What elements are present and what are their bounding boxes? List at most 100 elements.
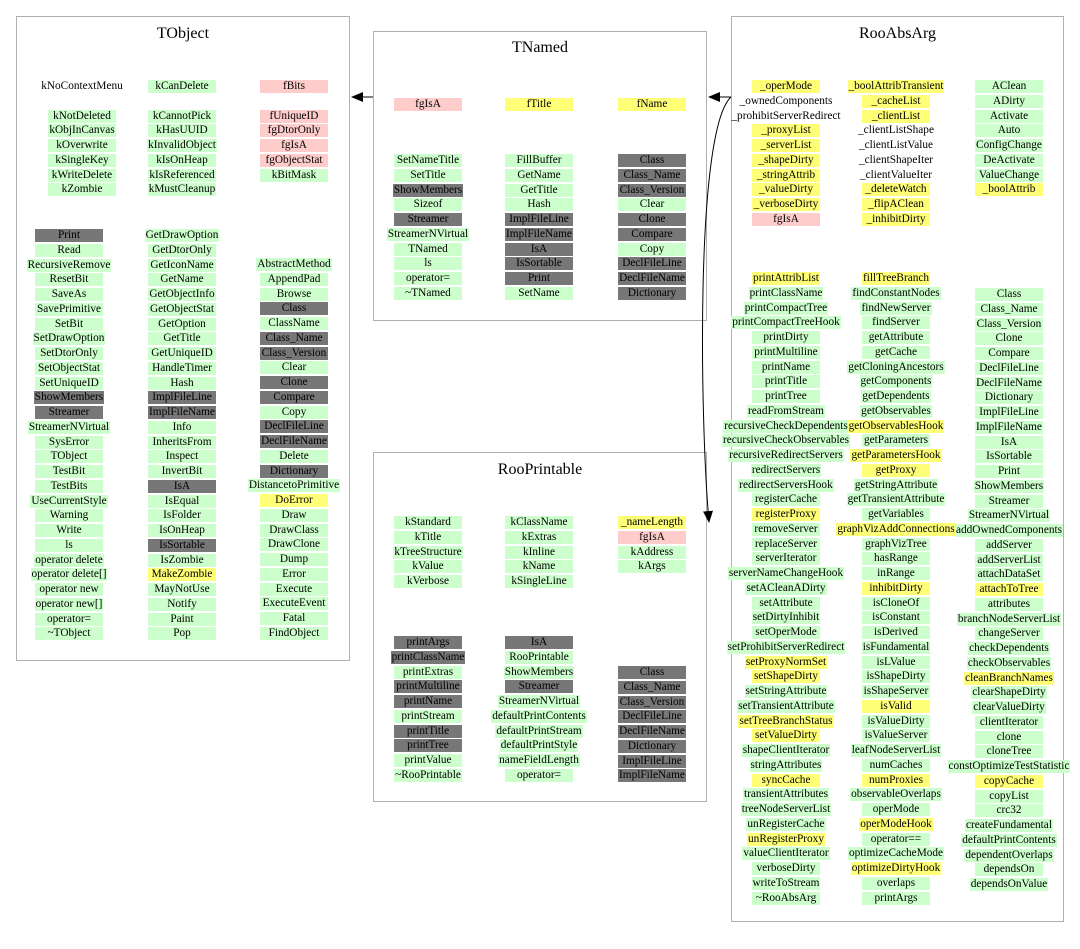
inherit-arrow-rooabsarg-rooprintable [701,96,732,523]
member-item: AbstractMethod [256,258,332,271]
member-item: setProxyNormSet [744,655,828,669]
member-item: graphVizTree [862,537,930,551]
member-item: defaultPrintStyle [499,739,579,753]
member-item: Clear [618,198,686,212]
member-item: operMode [862,803,930,816]
member-item: isLValue [862,655,930,669]
member-item: _clientValueIter [859,168,933,181]
member-item: createFundamental [965,819,1053,832]
tobject-member-column: kCanDelete kCannotPick kHasUUID kInvalidObj… [82,80,282,198]
member-item: findNewServer [860,301,932,315]
member-item: kAddress [618,545,686,559]
member-item: kIsReferenced [148,168,216,182]
member-item: fgDtorOnly [260,124,328,138]
member-item: clone [975,730,1043,744]
member-item: kArgs [618,560,686,574]
member-item: Streamer [394,213,462,226]
member-item: isCloneOf [862,596,930,610]
member-item: Class_Version [618,183,686,197]
member-item: getCache [862,345,930,359]
member-item: setAttribute [752,596,820,610]
member-item: fTitle [505,98,573,111]
member-item: MayNotUse [148,583,216,596]
member-item: _cacheList [862,94,930,108]
rooabsarg-member-column: _boolAttribTransient _cacheList _clientLis… [796,80,996,228]
member-item: ImplFileLine [618,754,686,768]
tobject-member-column: kNoContextMenu kNotDeleted kObjInCanvas kOv… [0,80,182,198]
member-item: kInline [505,545,573,559]
member-item: copyList [975,789,1043,803]
member-item: getParameters [862,434,930,448]
member-item: InvertBit [148,465,216,478]
member-item: kTitle [394,530,462,544]
member-item: kSingleKey [48,153,116,167]
member-item: recursiveCheckObservables [721,434,851,448]
tobject-member-column: Print Read RecursiveRemove ResetBit SaveAs Sa… [0,229,169,642]
member-item: attachToTree [975,583,1043,596]
member-item: _prohibitServerRedirect [731,109,841,122]
member-item: recursiveCheckDependents [723,419,849,433]
member-item: GetTitle [505,183,573,197]
member-item: removeServer [752,522,820,536]
member-item: Class_Version [260,346,328,360]
member-item: Streamer [505,680,573,694]
member-item: IsFolder [148,509,216,523]
tnamed-member-column: fTitle [439,98,639,113]
member-item: Paint [148,612,216,626]
member-item: ResetBit [35,273,103,287]
member-item: constOptimizeTestStatistic [947,760,1071,773]
member-item: ls [35,538,103,552]
member-item: ExecuteEvent [260,597,328,611]
tnamed-member-column: FillBuffer GetName GetTitle Hash ImplFileLin… [439,154,639,302]
member-item: ShowMembers [392,183,464,197]
member-item: TestBits [35,479,103,493]
member-item: operator delete[] [30,568,108,582]
member-item: operator delete [34,553,104,567]
member-item: graphVizAddConnections [836,522,956,536]
member-item: setProhibitServerRedirect [726,640,846,654]
member-item: _operMode [752,80,820,93]
member-item: _clientListShape [858,124,934,137]
member-item: IsSortable [148,538,216,552]
member-item: inRange [862,567,930,580]
member-item: Sizeof [394,198,462,212]
member-item: getCloningAncestors [847,360,945,374]
member-item: SaveAs [35,288,103,301]
member-item: ~TObject [35,627,103,641]
member-item: Dictionary [260,464,328,478]
member-item: Clone [618,213,686,226]
member-item: printTitle [394,724,462,738]
member-item: unRegisterProxy [747,832,825,846]
member-item: GetUniqueID [148,347,216,360]
member-item: Class_Name [618,680,686,694]
member-item: Dictionary [618,739,686,753]
rooabsarg-member-column: printAttribList printClassName printCompac… [686,272,886,906]
member-item: Auto [975,124,1043,138]
member-item: StreamerNVirtual [27,420,111,434]
member-item: overlaps [862,876,930,890]
member-item: shapeClientIterator [741,744,831,757]
member-item: Print [505,272,573,285]
member-item: DeclFileLine [618,710,686,724]
member-item: redirectServersHook [738,478,834,492]
member-item: kInvalidObject [147,139,217,152]
member-item: Hash [148,376,216,390]
member-item: Error [260,567,328,581]
member-item: Class_Name [975,302,1043,316]
member-item: replaceServer [752,537,820,551]
member-item: IsA [975,435,1043,449]
member-item: changeServer [975,627,1043,641]
member-item: readFromStream [747,404,825,418]
member-item: ShowMembers [33,391,105,405]
member-item: defaultPrintStream [495,724,583,738]
member-item: fName [618,98,686,111]
member-item: addOwnedComponents [954,524,1064,537]
member-item: getObservables [860,404,932,418]
class-title: TObject [156,25,210,42]
member-item: IsEqual [148,494,216,508]
member-item: Clone [260,376,328,389]
member-item: kHasUUID [148,124,216,138]
member-item: Execute [260,582,328,596]
member-item: SavePrimitive [35,302,103,316]
member-item: DeclFileLine [975,361,1043,375]
